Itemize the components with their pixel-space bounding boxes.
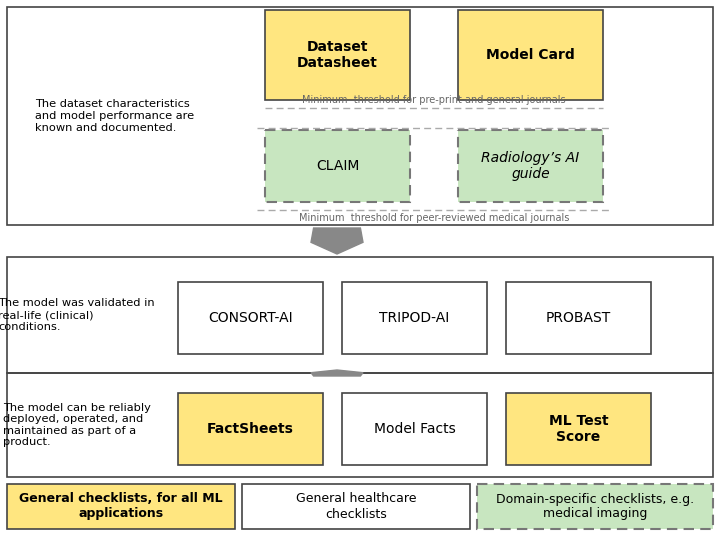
- Text: General healthcare
checklists: General healthcare checklists: [296, 493, 416, 520]
- Bar: [342, 282, 487, 354]
- Bar: [7, 373, 713, 477]
- Bar: [7, 484, 235, 529]
- Text: FactSheets: FactSheets: [207, 422, 294, 436]
- Bar: [7, 257, 713, 373]
- Bar: [265, 130, 410, 202]
- Bar: [458, 130, 603, 202]
- Text: Dataset
Datasheet: Dataset Datasheet: [297, 40, 378, 70]
- Bar: [7, 7, 713, 225]
- Bar: [477, 484, 713, 529]
- Text: Model Facts: Model Facts: [374, 422, 455, 436]
- Text: Minimum  threshold for peer-reviewed medical journals: Minimum threshold for peer-reviewed medi…: [299, 213, 570, 223]
- Text: Domain-specific checklists, e.g.
medical imaging: Domain-specific checklists, e.g. medical…: [496, 493, 694, 520]
- Text: Minimum  threshold for pre-print and general journals: Minimum threshold for pre-print and gene…: [302, 95, 566, 105]
- Text: CLAIM: CLAIM: [316, 159, 359, 173]
- Text: The model was validated in
real-life (clinical)
conditions.: The model was validated in real-life (cl…: [0, 299, 155, 332]
- Bar: [242, 484, 470, 529]
- Bar: [458, 10, 603, 100]
- Bar: [506, 393, 651, 465]
- Polygon shape: [311, 370, 363, 376]
- Text: Model Card: Model Card: [486, 48, 575, 62]
- Bar: [265, 10, 410, 100]
- Bar: [178, 393, 323, 465]
- Bar: [506, 282, 651, 354]
- Text: CONSORT-AI: CONSORT-AI: [208, 311, 293, 325]
- Polygon shape: [311, 228, 363, 254]
- Text: PROBAST: PROBAST: [546, 311, 611, 325]
- Text: TRIPOD-AI: TRIPOD-AI: [379, 311, 449, 325]
- Text: Radiology’s AI
guide: Radiology’s AI guide: [482, 151, 580, 181]
- Text: ML Test
Score: ML Test Score: [549, 414, 608, 444]
- Text: The model can be reliably
deployed, operated, and
maintained as part of a
produc: The model can be reliably deployed, oper…: [3, 403, 150, 448]
- Text: General checklists, for all ML
applications: General checklists, for all ML applicati…: [19, 493, 222, 520]
- Text: The dataset characteristics
and model performance are
known and documented.: The dataset characteristics and model pe…: [35, 99, 194, 132]
- Bar: [342, 393, 487, 465]
- Bar: [178, 282, 323, 354]
